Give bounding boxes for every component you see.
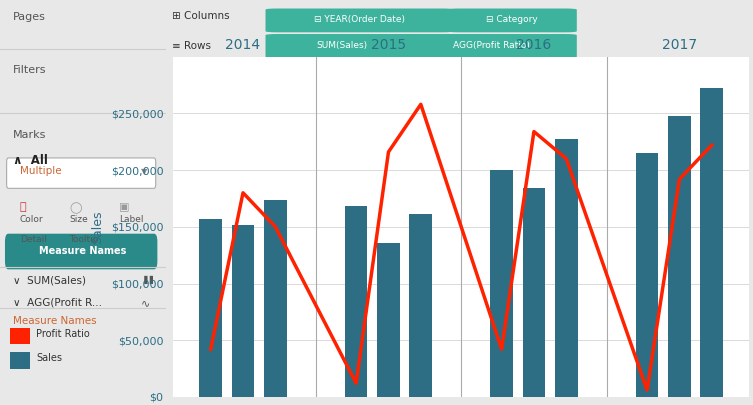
Text: ⬛: ⬛ (20, 202, 26, 213)
Bar (555, 139, 578, 397)
Text: ▣: ▣ (119, 202, 130, 213)
Bar (200, 219, 222, 397)
Text: Marks: Marks (14, 130, 47, 140)
Text: ≡ Rows: ≡ Rows (172, 41, 211, 51)
Bar (700, 88, 723, 397)
FancyBboxPatch shape (5, 234, 157, 269)
Bar (636, 153, 658, 397)
FancyBboxPatch shape (7, 158, 156, 188)
Text: ◯: ◯ (69, 202, 82, 214)
Text: Tooltip: Tooltip (69, 235, 99, 244)
Text: Size: Size (69, 215, 88, 224)
FancyBboxPatch shape (407, 34, 577, 58)
Bar (668, 116, 691, 397)
Text: ∧  All: ∧ All (14, 154, 48, 167)
Text: Label: Label (119, 215, 144, 224)
FancyBboxPatch shape (447, 9, 577, 32)
Text: Measure Names: Measure Names (39, 246, 127, 256)
Bar (523, 188, 545, 397)
Text: ⊞ Columns: ⊞ Columns (172, 11, 229, 21)
Bar (232, 224, 255, 397)
Text: SUM(Sales): SUM(Sales) (316, 41, 367, 50)
Text: AGG(Profit Ratio): AGG(Profit Ratio) (453, 41, 530, 50)
FancyBboxPatch shape (266, 9, 453, 32)
Y-axis label: Sales: Sales (91, 210, 104, 243)
Text: Sales: Sales (36, 354, 62, 363)
Bar (10, 328, 30, 344)
Text: ⊟ YEAR(Order Date): ⊟ YEAR(Order Date) (314, 15, 405, 24)
Bar (410, 214, 432, 397)
Text: ∨  SUM(Sales): ∨ SUM(Sales) (14, 275, 87, 286)
Bar (345, 207, 367, 397)
Text: Profit Ratio: Profit Ratio (36, 329, 90, 339)
Bar (490, 170, 513, 397)
FancyBboxPatch shape (266, 34, 418, 58)
Bar (377, 243, 400, 397)
Text: Color: Color (20, 215, 44, 224)
Text: Measure Names: Measure Names (14, 316, 97, 326)
Text: Pages: Pages (14, 12, 46, 22)
Text: ▐▐: ▐▐ (141, 275, 154, 284)
Text: ∨  AGG(Profit R...: ∨ AGG(Profit R... (14, 298, 102, 308)
Text: Multiple: Multiple (20, 166, 62, 176)
Bar (264, 200, 287, 397)
Text: ▼: ▼ (141, 167, 148, 176)
Text: ∿: ∿ (141, 298, 150, 308)
Bar (10, 352, 30, 369)
Text: Detail: Detail (20, 235, 47, 244)
Text: Filters: Filters (14, 65, 47, 75)
Text: ⊟ Category: ⊟ Category (486, 15, 538, 24)
